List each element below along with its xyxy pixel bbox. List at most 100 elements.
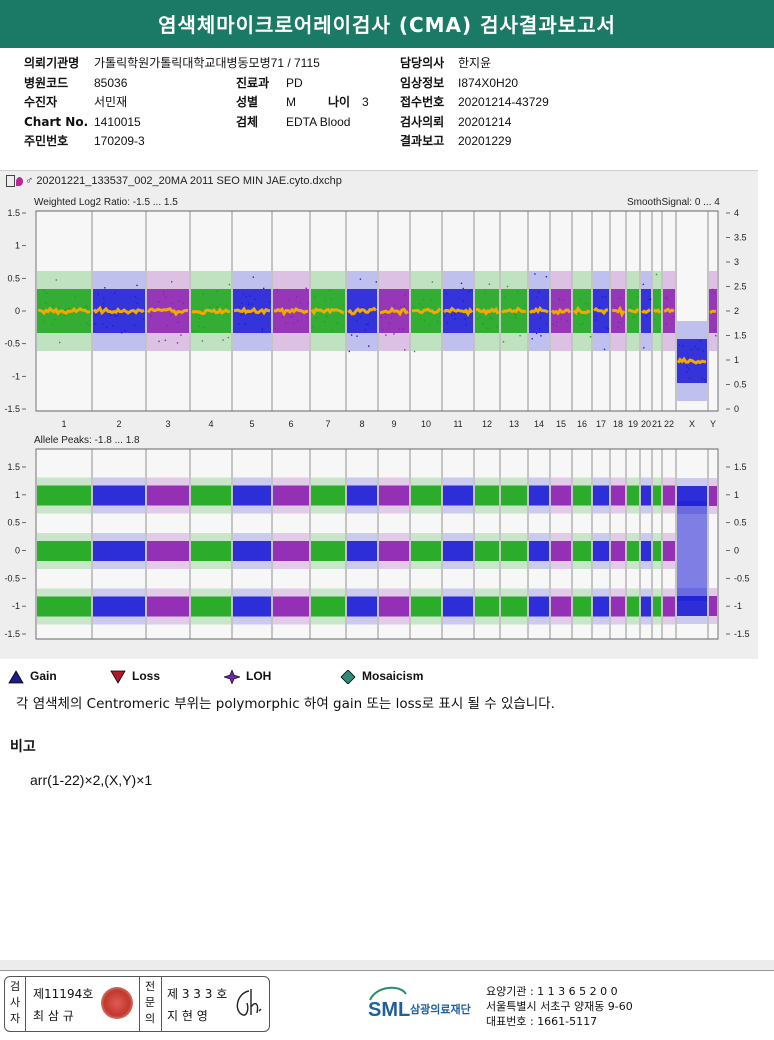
log2-ratio-point bbox=[326, 315, 328, 318]
log2-ratio-point bbox=[437, 320, 439, 323]
log2-ratio-point bbox=[711, 288, 714, 291]
log2-ratio-point bbox=[601, 296, 604, 298]
log2-ratio-point bbox=[524, 304, 526, 307]
allele-peak-band bbox=[529, 541, 549, 561]
log2-ratio-point bbox=[130, 312, 133, 315]
log2-ratio-point bbox=[114, 292, 116, 294]
log2-ratio-point bbox=[444, 315, 446, 317]
log2-ratio-point bbox=[488, 283, 491, 285]
log2-ratio-point bbox=[422, 299, 425, 301]
allele-peak-spread bbox=[191, 533, 231, 569]
info-label: 진료과 bbox=[236, 75, 270, 90]
log2-ratio-point bbox=[95, 314, 97, 316]
age-label: 나이 bbox=[328, 95, 351, 109]
smooth-signal-line bbox=[627, 307, 640, 314]
log2-ratio-point bbox=[299, 302, 301, 304]
allele-peak-spread bbox=[627, 477, 639, 514]
bottom-right-tick-label: -1 bbox=[734, 601, 742, 611]
log2-ratio-point bbox=[429, 324, 431, 326]
log2-ratio-point bbox=[202, 293, 204, 295]
allele-peak-band bbox=[611, 596, 625, 617]
allele-peak-band bbox=[147, 485, 189, 506]
smooth-signal-line bbox=[273, 307, 309, 317]
log2-ratio-point bbox=[201, 340, 204, 342]
log2-ratio-point bbox=[620, 322, 622, 324]
log2-ratio-point bbox=[582, 322, 584, 325]
log2-ratio-point bbox=[701, 377, 703, 380]
chromosome-label: 2 bbox=[116, 419, 121, 429]
log2-ratio-point bbox=[285, 322, 287, 324]
top-left-tick-label: -0.5 bbox=[4, 339, 20, 349]
log2-ratio-point bbox=[222, 339, 224, 341]
allele-peak-spread bbox=[663, 588, 675, 625]
smooth-signal-line bbox=[92, 305, 145, 316]
chromosome-label: 10 bbox=[421, 419, 431, 429]
log2-ratio-point bbox=[632, 316, 634, 318]
bottom-left-tick-label: 1.5 bbox=[7, 462, 20, 472]
log2-ratio-point bbox=[102, 323, 104, 325]
chromosome-label: 4 bbox=[208, 419, 213, 429]
log2-ratio-point bbox=[261, 328, 264, 330]
log2-ratio-point bbox=[463, 300, 465, 302]
log2-ratio-point bbox=[43, 320, 45, 323]
chromosome-label: 11 bbox=[453, 419, 462, 429]
allele-peak-band bbox=[641, 596, 651, 617]
log2-ratio-point bbox=[247, 312, 249, 315]
log2-ratio-point bbox=[104, 287, 106, 289]
smooth-signal-line bbox=[653, 308, 662, 314]
log2-ratio-point bbox=[198, 325, 200, 327]
allele-peak-band bbox=[593, 485, 609, 506]
allele-peak-spread bbox=[709, 478, 717, 514]
info-value: I874X0H20 bbox=[458, 75, 519, 90]
log2-ratio-point bbox=[430, 299, 432, 301]
allele-peak-spread bbox=[37, 477, 91, 514]
chromosome-label: 14 bbox=[534, 419, 544, 429]
chromosome-label: 19 bbox=[628, 419, 638, 429]
divider bbox=[161, 977, 162, 1031]
examiner-license-no: 제11194호 bbox=[33, 987, 94, 1001]
info-label: 수진자 bbox=[24, 95, 58, 109]
log2-ratio-point bbox=[454, 318, 456, 320]
top-right-tick-label: 0 bbox=[734, 404, 739, 414]
log2-ratio-point bbox=[559, 297, 561, 300]
log2-ratio-point bbox=[619, 297, 621, 299]
log2-ratio-point bbox=[460, 282, 463, 284]
log2-ratio-point bbox=[380, 316, 383, 318]
log2-ratio-point bbox=[85, 305, 87, 307]
loss-triangle-icon bbox=[110, 670, 126, 684]
log2-ratio-point bbox=[643, 347, 645, 349]
log2-ratio-point bbox=[89, 324, 91, 326]
organization-logo: SML 삼광의료재단 bbox=[366, 980, 496, 1026]
allele-peak-band bbox=[347, 596, 377, 617]
smooth-signal-line bbox=[663, 307, 675, 314]
allele-peak-spread bbox=[611, 588, 625, 625]
cma-plot-svg: 1 2 3 4 5 6 7 8 9 10 11 12 13 14 15 16 17 18 19 20 21 22 X Y1.5… bbox=[4, 208, 750, 640]
smooth-signal-line bbox=[550, 307, 572, 316]
log2-ratio-point bbox=[45, 292, 48, 294]
log2-ratio-point bbox=[365, 323, 367, 326]
info-label: 접수번호 bbox=[400, 95, 445, 109]
allele-peak-spread bbox=[233, 477, 271, 514]
allele-peak-band bbox=[443, 596, 473, 617]
allele-peak-band bbox=[273, 541, 309, 561]
log2-ratio-point bbox=[658, 328, 661, 330]
log2-ratio-point bbox=[367, 323, 369, 326]
specialist-license-no: 제 3 3 3 호 bbox=[167, 987, 228, 1001]
logo-text: SML bbox=[368, 999, 410, 1021]
allele-peak-spread bbox=[273, 588, 309, 625]
log2-ratio-point bbox=[688, 357, 690, 359]
log2-ratio-point bbox=[479, 316, 481, 318]
log2-ratio-point bbox=[713, 329, 716, 331]
log2-ratio-point bbox=[177, 321, 179, 323]
log2-ratio-point bbox=[484, 292, 487, 295]
log2-ratio-point bbox=[486, 327, 488, 329]
log2-ratio-point bbox=[496, 325, 498, 328]
log2-ratio-point bbox=[470, 289, 473, 291]
allele-peak-band bbox=[233, 485, 271, 506]
smooth-signal-line bbox=[572, 305, 591, 316]
log2-ratio-point bbox=[535, 332, 538, 335]
log2-ratio-point bbox=[163, 291, 165, 293]
info-label: 검체 bbox=[236, 114, 259, 129]
log2-ratio-point bbox=[297, 320, 299, 322]
log2-ratio-point bbox=[116, 315, 119, 317]
